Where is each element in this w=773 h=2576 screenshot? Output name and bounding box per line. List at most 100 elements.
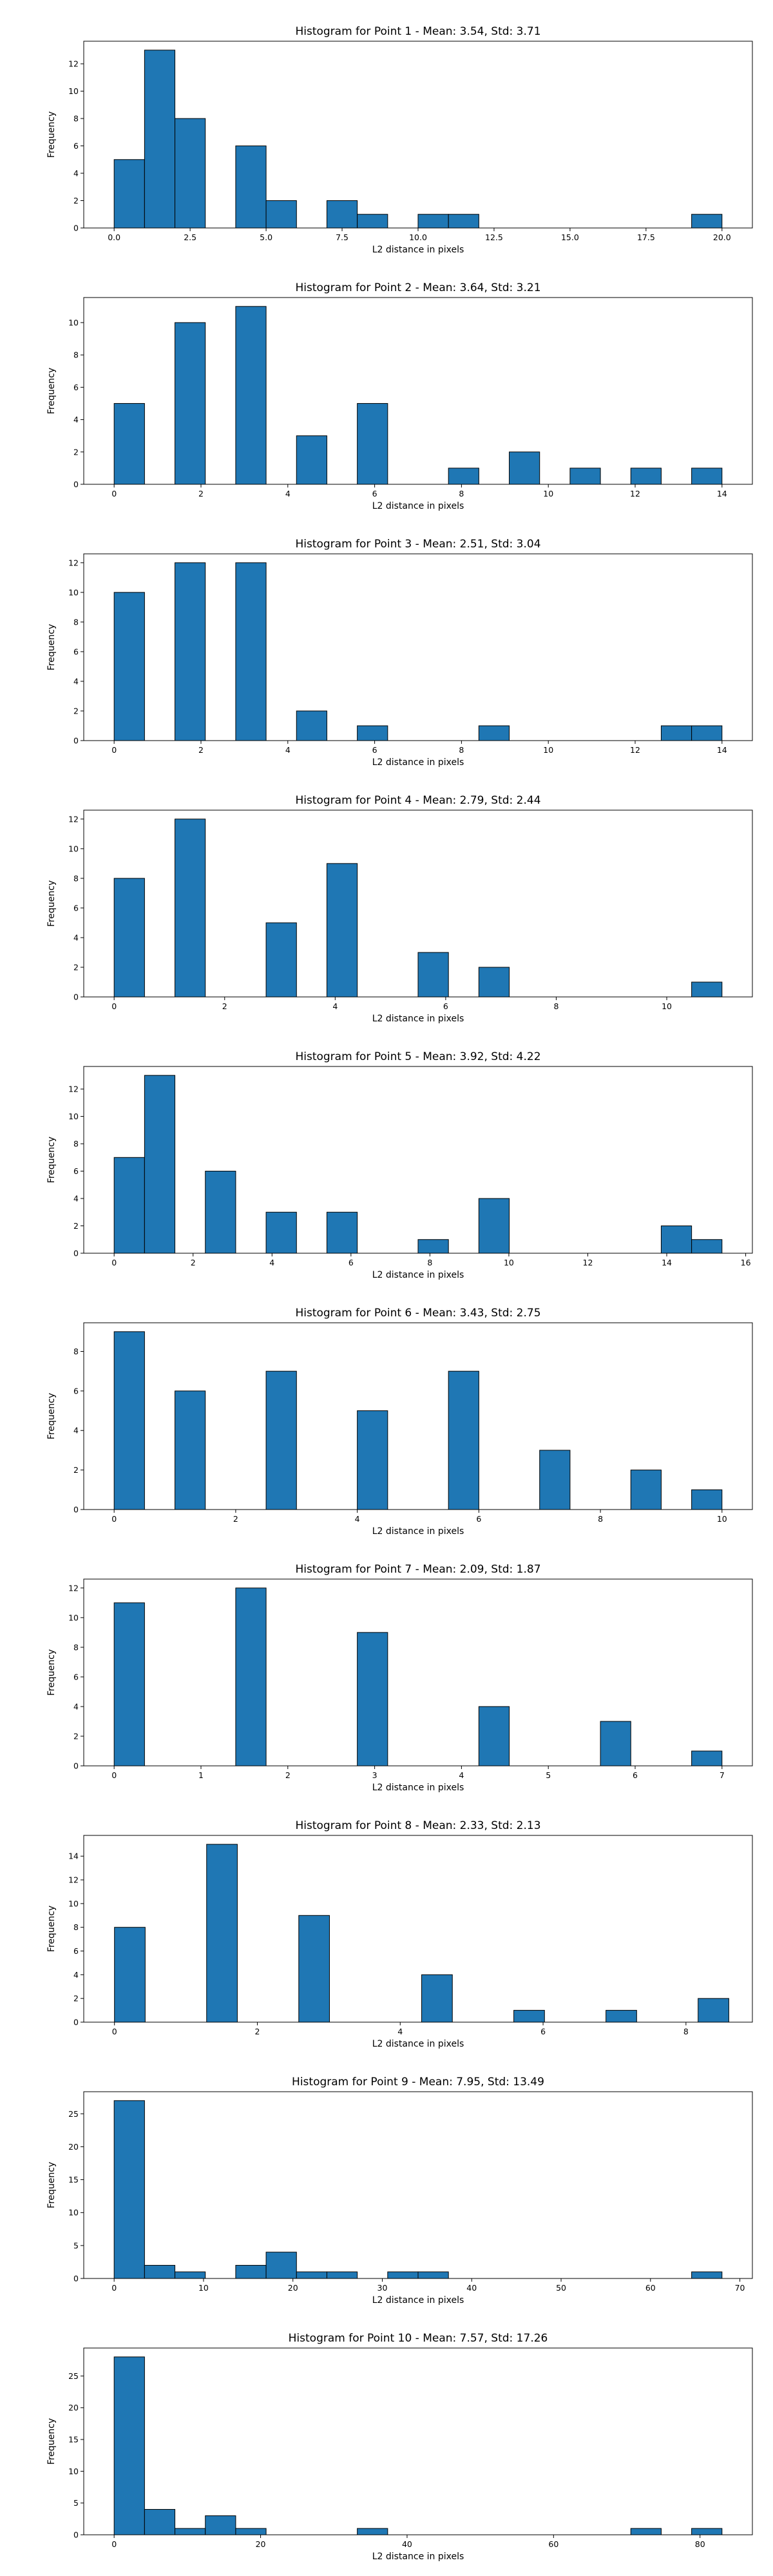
- y-tick-label: 0: [73, 223, 79, 233]
- y-tick-label: 12: [68, 1084, 79, 1094]
- x-tick-label: 14: [662, 1258, 672, 1267]
- y-tick-label: 0: [73, 992, 79, 1002]
- y-axis-label: Frequency: [46, 1393, 57, 1439]
- y-tick-label: 10: [68, 1613, 79, 1622]
- chart-title: Histogram for Point 5 - Mean: 3.92, Std:…: [295, 1050, 540, 1063]
- y-tick-label: 4: [73, 1194, 79, 1204]
- histogram-bar: [357, 402, 388, 485]
- x-tick-label: 8: [598, 1514, 603, 1524]
- y-tick-label: 4: [73, 676, 79, 686]
- histogram-chart-3: Histogram for Point 3 - Mean: 2.51, Std:…: [46, 538, 753, 768]
- y-tick-label: 6: [73, 1672, 79, 1681]
- histogram-bar: [175, 118, 206, 229]
- y-tick-label: 4: [73, 1701, 79, 1711]
- histogram-chart-7: Histogram for Point 7 - Mean: 2.09, Std:…: [46, 1563, 753, 1793]
- x-tick-label: 8: [553, 1001, 558, 1011]
- x-axis-label: L2 distance in pixels: [372, 1270, 464, 1280]
- x-tick-label: 6: [476, 1514, 481, 1524]
- y-tick-label: 2: [73, 962, 79, 972]
- y-axis-label: Frequency: [46, 1649, 57, 1696]
- y-tick-label: 10: [68, 317, 79, 327]
- histogram-bar: [265, 1370, 297, 1510]
- x-axis-label: L2 distance in pixels: [372, 501, 464, 511]
- histogram-bar: [539, 1450, 571, 1510]
- histogram-bar: [296, 435, 327, 485]
- histogram-bar: [235, 146, 267, 229]
- y-tick-label: 6: [73, 1166, 79, 1176]
- x-axis-label: L2 distance in pixels: [372, 2552, 464, 2562]
- histogram-bar: [691, 1239, 723, 1254]
- histogram-bar: [113, 1331, 145, 1510]
- histogram-chart-9: Histogram for Point 9 - Mean: 7.95, Std:…: [46, 2076, 753, 2306]
- histogram-bar: [205, 1171, 236, 1254]
- x-tick-label: 2: [285, 1770, 291, 1780]
- histogram-bar: [205, 2515, 236, 2535]
- x-tick-label: 40: [466, 2283, 477, 2293]
- x-tick-label: 0: [111, 1258, 117, 1267]
- histogram-bar: [144, 2265, 176, 2279]
- histogram-bar: [265, 1211, 297, 1254]
- y-axis-label: Frequency: [46, 2418, 57, 2465]
- x-tick-label: 0: [112, 2027, 117, 2036]
- x-tick-label: 14: [717, 489, 727, 498]
- x-axis-label: L2 distance in pixels: [372, 1014, 464, 1024]
- y-tick-label: 4: [73, 1426, 79, 1435]
- x-tick-label: 8: [427, 1258, 432, 1267]
- y-tick-label: 2: [73, 1731, 79, 1741]
- y-tick-label: 0: [73, 2018, 79, 2027]
- x-tick-label: 10: [543, 489, 553, 498]
- histogram-bar: [175, 2528, 206, 2535]
- histogram-bar: [326, 1211, 358, 1254]
- y-tick-label: 6: [73, 1386, 79, 1396]
- y-tick-label: 10: [68, 2467, 79, 2476]
- y-tick-label: 20: [68, 2142, 79, 2152]
- histogram-bar: [357, 1410, 388, 1510]
- x-tick-label: 0: [111, 1514, 117, 1524]
- histogram-bar: [417, 214, 449, 229]
- histogram-bar: [113, 2356, 145, 2535]
- x-tick-label: 16: [741, 1258, 751, 1267]
- y-tick-label: 2: [73, 706, 79, 715]
- histogram-chart-2: Histogram for Point 2 - Mean: 3.64, Std:…: [46, 281, 753, 511]
- histogram-bar: [691, 2271, 723, 2279]
- x-tick-label: 5.0: [260, 232, 272, 242]
- y-tick-label: 14: [68, 1852, 79, 1861]
- histogram-bar: [569, 468, 601, 485]
- y-tick-label: 6: [73, 383, 79, 392]
- histogram-bar: [387, 2271, 419, 2279]
- y-tick-label: 4: [73, 1970, 79, 1980]
- histogram-bar: [113, 592, 145, 741]
- x-tick-label: 20.0: [713, 232, 731, 242]
- x-tick-label: 10: [504, 1258, 514, 1267]
- x-tick-label: 4: [332, 1001, 338, 1011]
- y-tick-label: 4: [73, 169, 79, 178]
- histogram-bar: [478, 725, 510, 741]
- histogram-chart-6: Histogram for Point 6 - Mean: 3.43, Std:…: [46, 1307, 753, 1537]
- x-tick-label: 12: [583, 1258, 593, 1267]
- y-axis-label: Frequency: [46, 368, 57, 414]
- y-tick-label: 8: [73, 617, 79, 627]
- histogram-bar: [113, 402, 145, 485]
- histogram-bar: [265, 2251, 297, 2279]
- chart-title: Histogram for Point 6 - Mean: 3.43, Std:…: [295, 1307, 540, 1320]
- histogram-bar: [175, 1390, 206, 1510]
- histogram-bar: [421, 1974, 453, 2023]
- plot-frame: [83, 1835, 753, 2023]
- chart-title: Histogram for Point 3 - Mean: 2.51, Std:…: [295, 538, 540, 551]
- chart-title: Histogram for Point 8 - Mean: 2.33, Std:…: [295, 1819, 540, 1832]
- plot-frame: [83, 2347, 753, 2535]
- x-axis-label: L2 distance in pixels: [372, 2295, 464, 2306]
- y-axis-label: Frequency: [46, 1137, 57, 1183]
- histogram-bar: [698, 1998, 729, 2023]
- histogram-bar: [417, 2271, 449, 2279]
- histogram-bar: [113, 159, 145, 229]
- histogram-chart-10: Histogram for Point 10 - Mean: 7.57, Std…: [46, 2332, 753, 2562]
- y-tick-label: 0: [73, 2530, 79, 2540]
- x-tick-label: 0: [111, 745, 117, 755]
- x-tick-label: 20: [288, 2283, 298, 2293]
- x-tick-label: 0.0: [108, 232, 120, 242]
- histogram-bar: [113, 1157, 145, 1254]
- y-tick-label: 6: [73, 647, 79, 656]
- x-axis-label: L2 distance in pixels: [372, 757, 464, 768]
- x-tick-label: 10: [717, 1514, 727, 1524]
